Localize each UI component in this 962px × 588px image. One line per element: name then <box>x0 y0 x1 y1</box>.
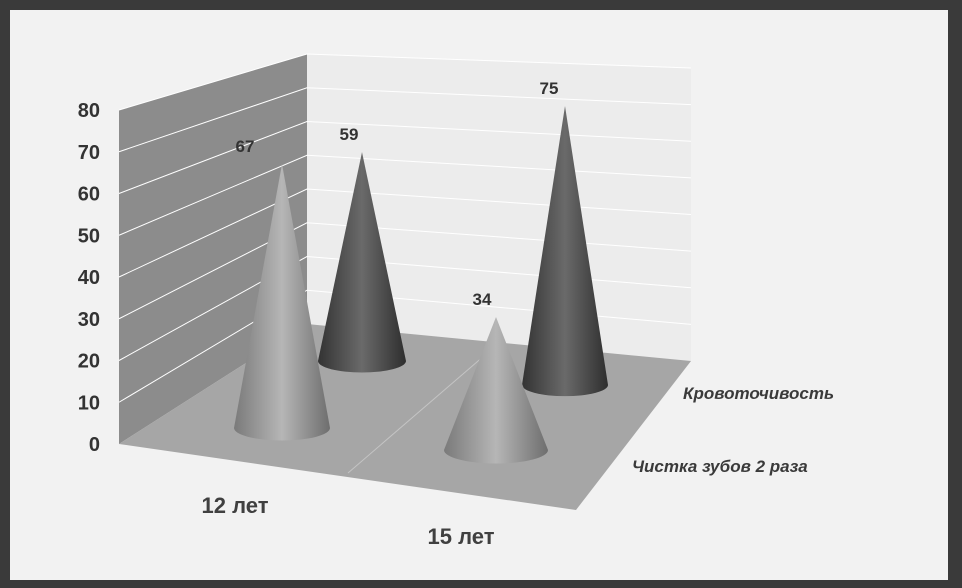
y-tick-label: 40 <box>78 267 100 289</box>
floor-divider <box>347 342 500 474</box>
series-brushing: 67 34 <box>234 137 548 464</box>
y-axis: 0 10 20 30 40 50 60 70 80 <box>78 100 100 456</box>
y-tick-label: 60 <box>78 184 100 206</box>
cone-chart: 0 10 20 30 40 50 60 70 80 59 75 67 34 12 лет 15 … <box>78 53 834 549</box>
back-wall <box>307 54 691 361</box>
y-tick-label: 80 <box>78 100 100 122</box>
chart-frame: 0 10 20 30 40 50 60 70 80 59 75 67 34 12 лет 15 … <box>10 10 948 580</box>
cone-brushing-12 <box>234 164 330 441</box>
data-label-brushing-15: 34 <box>473 290 492 309</box>
cone-bleeding-15 <box>522 106 608 397</box>
y-tick-label: 10 <box>78 392 100 414</box>
y-tick-label: 50 <box>78 225 100 247</box>
gridline <box>118 87 692 153</box>
category-label-15: 15 лет <box>428 524 495 549</box>
series-bleeding: 59 75 <box>318 79 608 397</box>
data-label-bleeding-15: 75 <box>540 79 559 98</box>
y-tick-label: 30 <box>78 309 100 331</box>
gridline <box>118 53 692 111</box>
cone-brushing-15 <box>444 317 548 464</box>
y-tick-label: 0 <box>89 434 100 456</box>
series-label-bleeding: Кровоточивость <box>683 384 834 403</box>
series-label-brushing: Чистка зубов 2 раза <box>632 457 808 476</box>
cone-bleeding-12 <box>318 152 406 373</box>
y-tick-label: 20 <box>78 351 100 373</box>
y-tick-label: 70 <box>78 142 100 164</box>
data-label-bleeding-12: 59 <box>340 125 359 144</box>
data-label-brushing-12: 67 <box>236 137 255 156</box>
category-label-12: 12 лет <box>202 493 269 518</box>
